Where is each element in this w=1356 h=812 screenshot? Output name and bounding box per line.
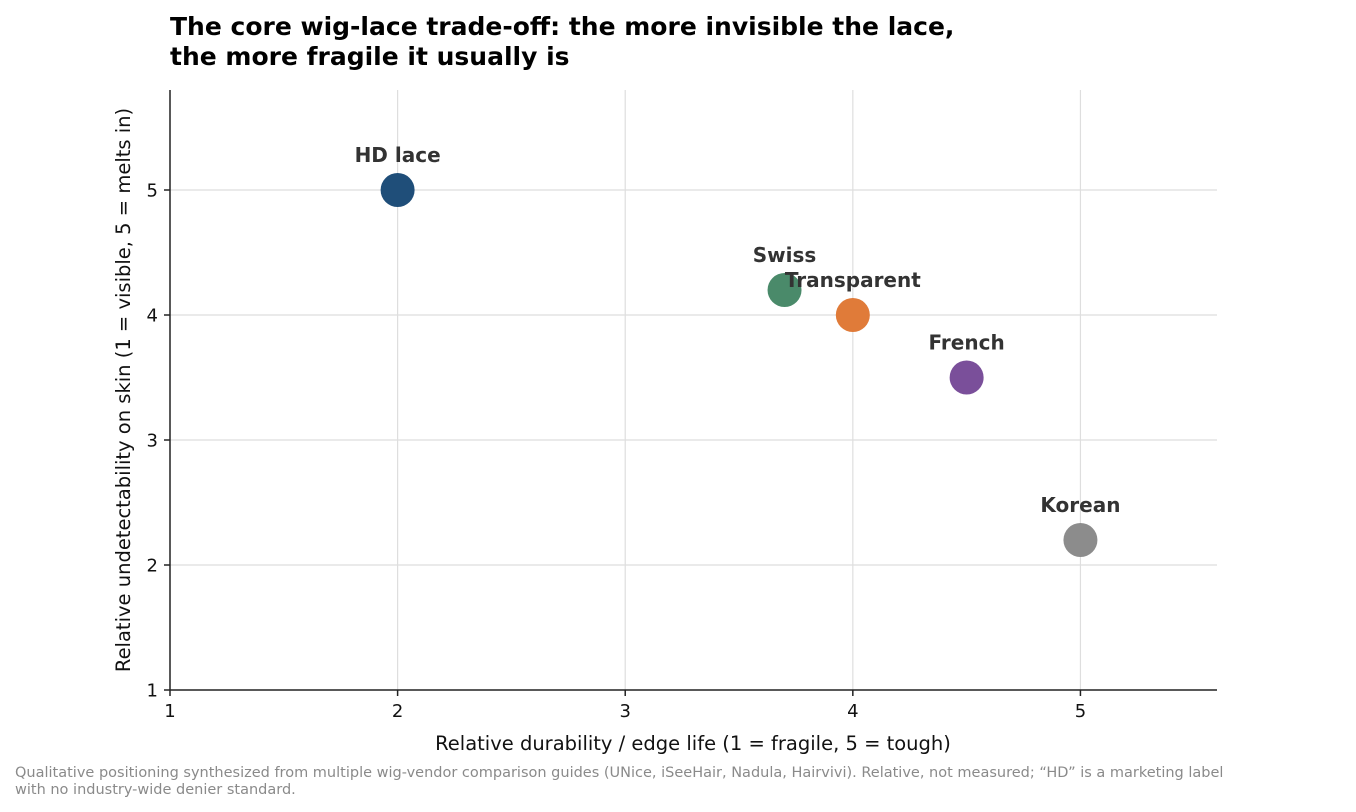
data-points [380, 173, 1098, 557]
data-point-label: French [929, 331, 1005, 355]
data-point-label: Korean [1040, 493, 1120, 517]
y-tick-label: 1 [147, 681, 158, 702]
x-axis-label: Relative durability / edge life (1 = fra… [435, 732, 951, 755]
data-point-label: Transparent [785, 268, 921, 292]
tick-labels: 1 2 3 4 5 1 2 3 4 5 [147, 181, 1087, 723]
data-point [767, 273, 802, 307]
axes [164, 90, 1217, 696]
x-tick-label: 3 [619, 701, 630, 722]
y-axis-label: Relative undetectability on skin (1 = vi… [112, 108, 135, 672]
y-tick-label: 5 [147, 181, 158, 202]
footnote-line-2: with no industry-wide denier standard. [15, 782, 296, 798]
x-tick-label: 1 [164, 701, 175, 722]
data-point [835, 298, 870, 332]
footnote-line-1: Qualitative positioning synthesized from… [15, 765, 1223, 781]
x-tick-label: 4 [847, 701, 858, 722]
grid [170, 90, 1217, 690]
y-tick-label: 3 [147, 431, 158, 452]
data-point [1063, 523, 1098, 557]
data-point [949, 360, 984, 395]
data-point-label: HD lace [355, 143, 441, 167]
y-tick-label: 4 [147, 306, 158, 327]
y-tick-label: 2 [147, 556, 158, 577]
chart-title-line-2: the more fragile it usually is [170, 42, 570, 71]
x-tick-label: 5 [1075, 701, 1086, 722]
data-point [380, 173, 415, 207]
chart-title-line-1: The core wig-lace trade-off: the more in… [170, 12, 954, 41]
x-tick-label: 2 [392, 701, 403, 722]
data-point-label: Swiss [753, 243, 817, 267]
